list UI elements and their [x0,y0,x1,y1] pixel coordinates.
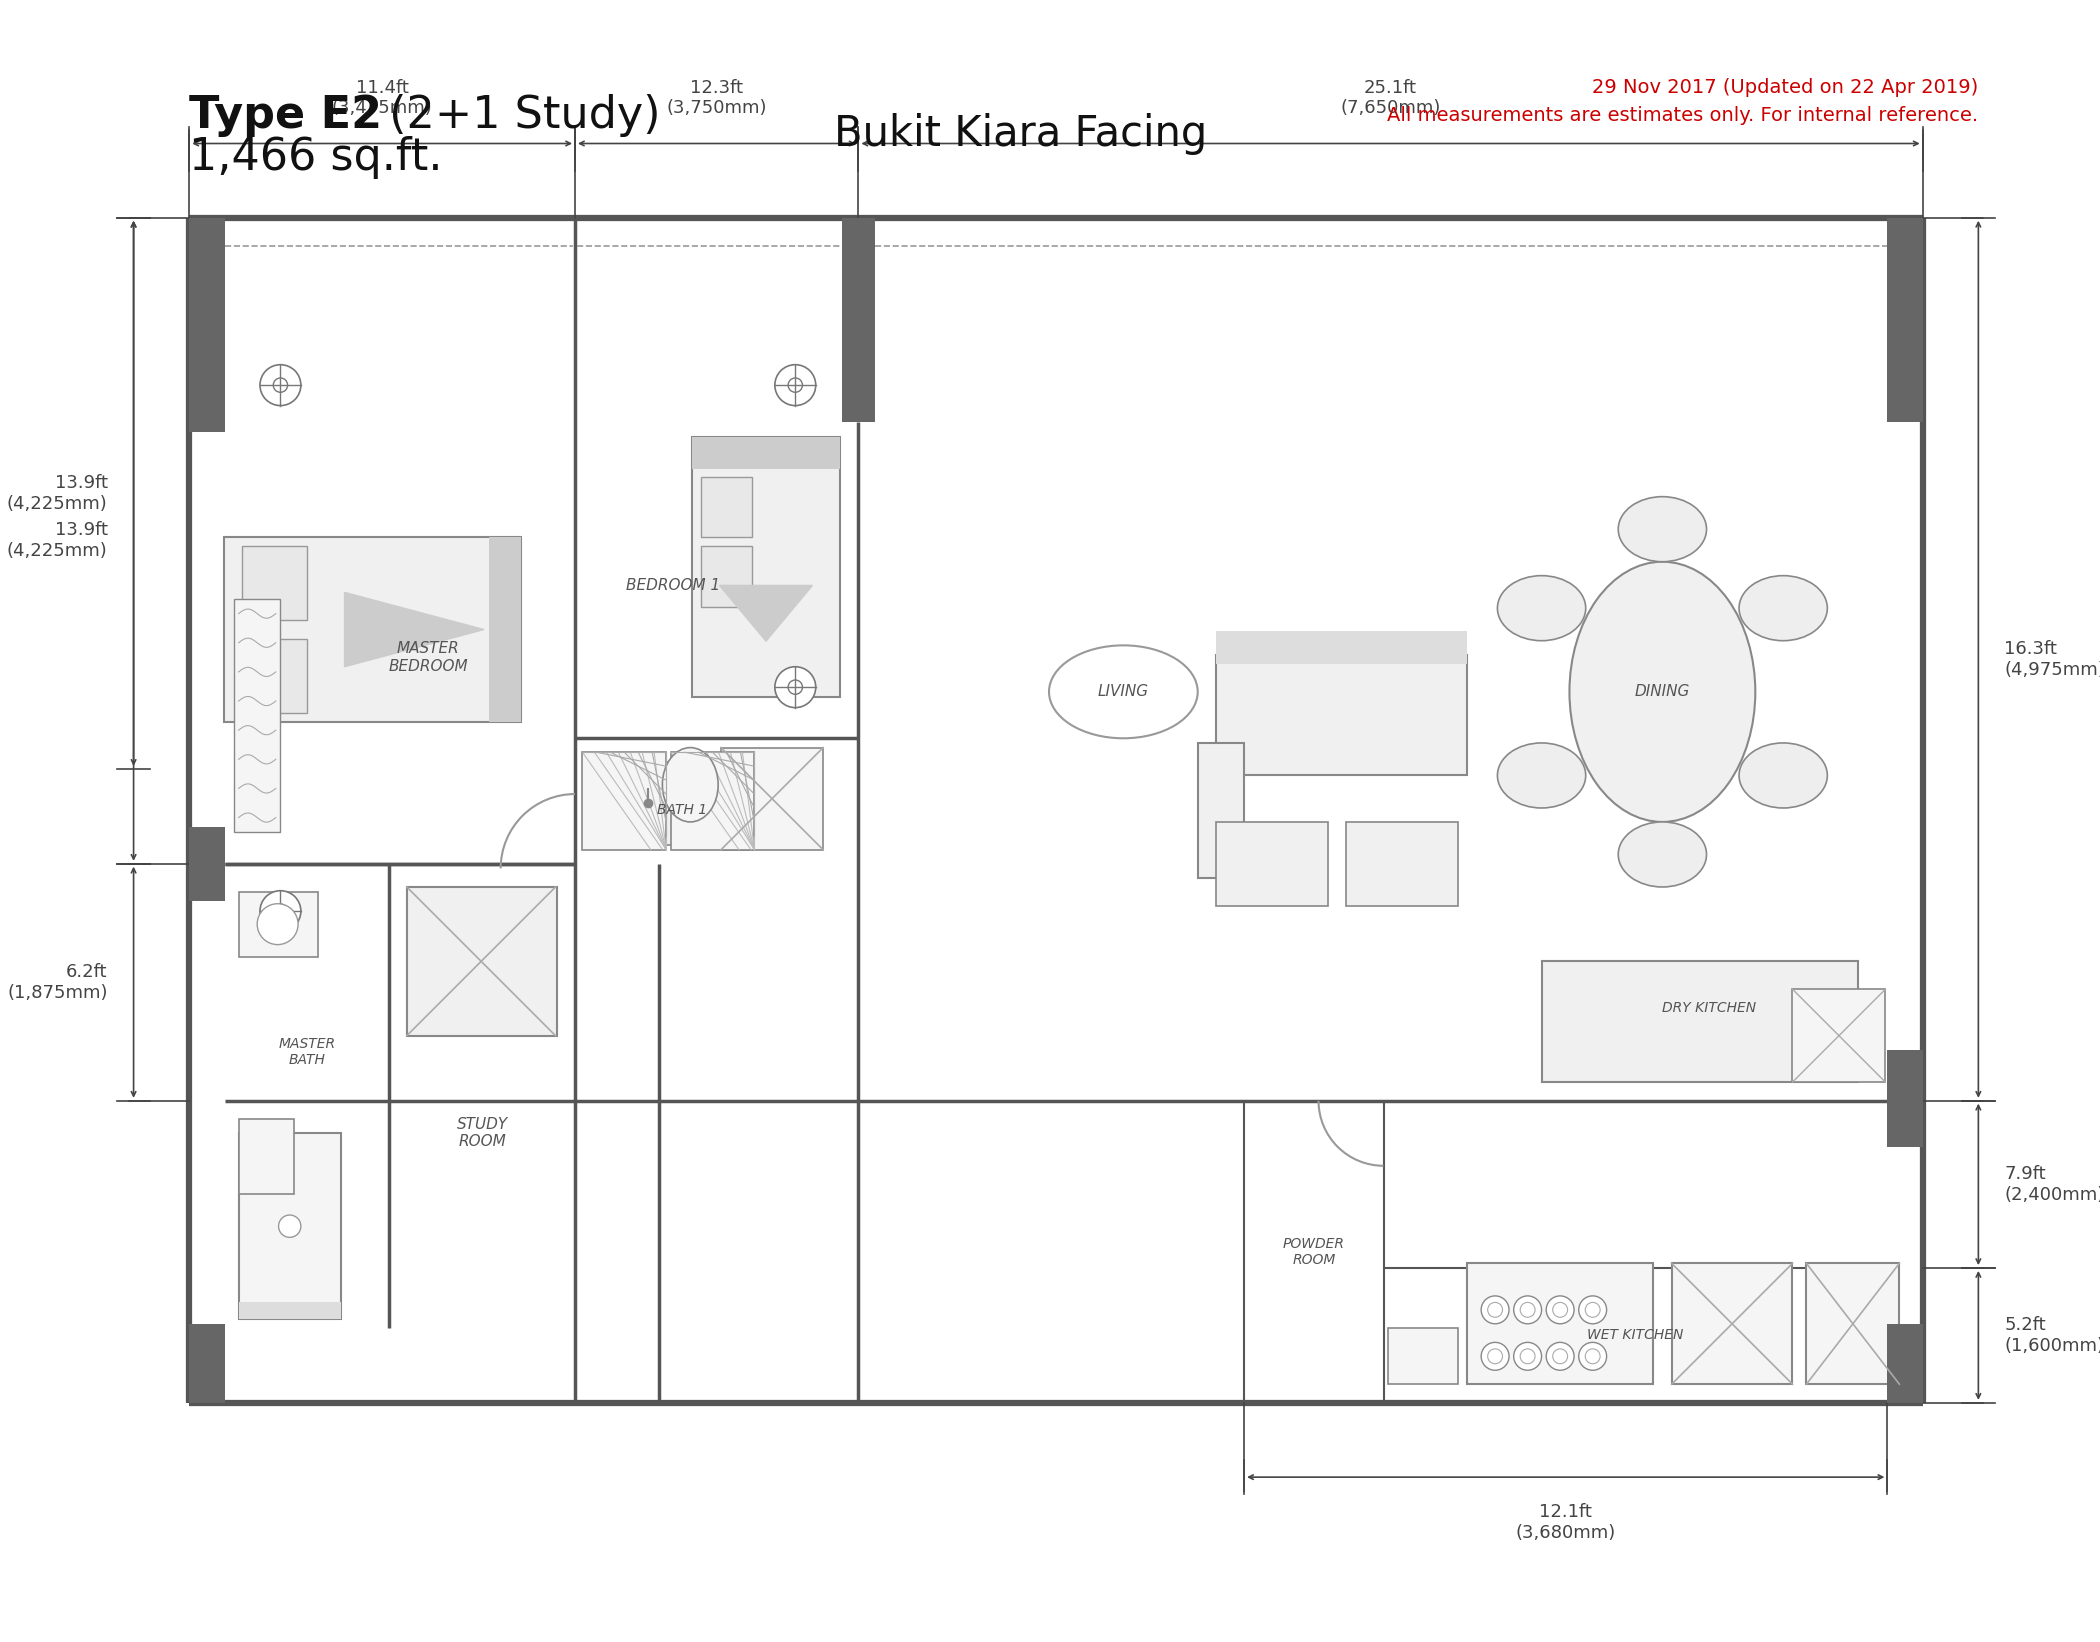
Text: Type E2: Type E2 [189,94,382,138]
Bar [239,892,317,957]
Circle shape [775,365,815,406]
Bar [1216,655,1468,775]
Bar [670,752,754,851]
Circle shape [1586,1302,1600,1317]
Ellipse shape [662,747,718,823]
Text: MASTER
BATH: MASTER BATH [279,1036,336,1067]
Circle shape [1520,1348,1535,1365]
Text: 6.2ft
(1,875mm): 6.2ft (1,875mm) [6,962,107,1002]
Bar [1888,1049,1924,1148]
Text: 16.3ft
(4,975mm): 16.3ft (4,975mm) [2003,640,2100,678]
Bar [701,547,752,608]
Circle shape [788,378,802,392]
Circle shape [273,378,288,392]
Bar [1197,742,1243,878]
Circle shape [1480,1343,1510,1371]
Circle shape [1546,1296,1575,1323]
Circle shape [1552,1302,1567,1317]
Circle shape [260,890,300,931]
Circle shape [279,1215,300,1238]
Text: STUDY
ROOM: STUDY ROOM [456,1117,508,1149]
Bar [189,826,225,901]
Bar [691,437,840,696]
Text: 29 Nov 2017 (Updated on 22 Apr 2019): 29 Nov 2017 (Updated on 22 Apr 2019) [1592,79,1978,97]
Text: POWDER
ROOM: POWDER ROOM [1283,1236,1344,1268]
Text: DRY KITCHEN: DRY KITCHEN [1661,1002,1756,1015]
Text: DINING: DINING [1634,685,1690,699]
Text: 12.1ft
(3,680mm): 12.1ft (3,680mm) [1516,1502,1615,1542]
Circle shape [273,905,288,918]
Text: (2+1 Study): (2+1 Study) [376,94,662,138]
Bar [1388,1328,1457,1384]
Bar [1346,823,1457,906]
Bar [242,545,307,621]
Ellipse shape [1619,496,1707,562]
Polygon shape [344,593,483,667]
Circle shape [1487,1348,1502,1365]
Text: 13.9ft
(4,225mm): 13.9ft (4,225mm) [6,522,107,560]
Bar [489,537,521,722]
Bar [691,437,840,470]
Bar [842,218,876,422]
Text: 1,466 sq.ft.: 1,466 sq.ft. [189,136,443,179]
Text: WET KITCHEN: WET KITCHEN [1588,1328,1684,1343]
Circle shape [260,365,300,406]
Bar [239,1302,340,1319]
Bar [1468,1263,1653,1384]
Text: 12.3ft
(3,750mm): 12.3ft (3,750mm) [666,79,766,118]
Ellipse shape [1569,562,1756,823]
Bar [189,1323,225,1402]
Circle shape [1514,1343,1541,1371]
Ellipse shape [1497,742,1586,808]
Circle shape [1546,1343,1575,1371]
Text: 11.4ft
(3,475mm): 11.4ft (3,475mm) [332,79,433,118]
Bar [701,476,752,537]
Circle shape [1520,1302,1535,1317]
Text: BEDROOM 1: BEDROOM 1 [626,578,720,593]
Bar [1806,1263,1898,1384]
Circle shape [1552,1348,1567,1365]
Circle shape [1480,1296,1510,1323]
Text: Bukit Kiara Facing: Bukit Kiara Facing [834,113,1208,156]
Circle shape [788,680,802,695]
Bar [592,762,704,846]
Circle shape [775,667,815,708]
Bar [1216,632,1468,663]
Bar [1672,1263,1793,1384]
Bar [1541,961,1858,1082]
Bar [233,599,281,832]
Bar [242,639,307,713]
Text: LIVING: LIVING [1098,685,1149,699]
Bar [582,752,666,851]
Bar [239,1133,340,1319]
Circle shape [256,903,298,944]
Ellipse shape [1739,742,1827,808]
Text: BATH 1: BATH 1 [657,803,708,818]
Circle shape [1586,1348,1600,1365]
Text: 25.1ft
(7,650mm): 25.1ft (7,650mm) [1340,79,1441,118]
Bar [1888,1323,1924,1402]
Circle shape [1579,1296,1606,1323]
Bar [1888,218,1924,422]
Text: 5.2ft
(1,600mm): 5.2ft (1,600mm) [2003,1315,2100,1355]
Circle shape [1579,1343,1606,1371]
Ellipse shape [1497,576,1586,640]
Circle shape [1514,1296,1541,1323]
Bar [189,218,225,432]
Text: 13.9ft
(4,225mm): 13.9ft (4,225mm) [6,475,107,512]
Bar [1216,823,1327,906]
Text: 7.9ft
(2,400mm): 7.9ft (2,400mm) [2003,1164,2100,1204]
Polygon shape [720,586,813,640]
Bar [225,537,521,722]
Ellipse shape [1739,576,1827,640]
Bar [407,887,556,1036]
Bar [1793,988,1886,1082]
Bar [239,1120,294,1194]
Ellipse shape [1619,823,1707,887]
Text: MASTER
BEDROOM: MASTER BEDROOM [388,642,468,673]
Text: All measurements are estimates only. For internal reference.: All measurements are estimates only. For… [1388,107,1978,125]
Circle shape [1487,1302,1502,1317]
Bar [720,747,823,851]
